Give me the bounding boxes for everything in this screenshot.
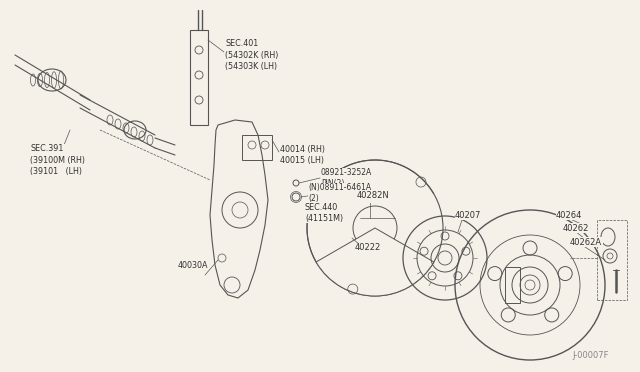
Bar xyxy=(242,135,272,160)
Text: SEC.391
(39100M (RH)
(39101   (LH): SEC.391 (39100M (RH) (39101 (LH) xyxy=(30,144,85,176)
Text: (N)08911-6461A
(2): (N)08911-6461A (2) xyxy=(308,183,371,203)
Text: SEC.401
(54302K (RH)
(54303K (LH): SEC.401 (54302K (RH) (54303K (LH) xyxy=(225,39,278,71)
Bar xyxy=(190,30,208,125)
Text: 40014 (RH)
40015 (LH): 40014 (RH) 40015 (LH) xyxy=(280,145,325,165)
Text: 08921-3252A
PIN(2): 08921-3252A PIN(2) xyxy=(321,168,372,188)
Wedge shape xyxy=(316,228,434,296)
Bar xyxy=(597,220,627,300)
Bar xyxy=(505,267,520,303)
Text: 40207: 40207 xyxy=(455,211,481,219)
Text: 40030A: 40030A xyxy=(178,260,209,269)
Text: 40222: 40222 xyxy=(355,244,381,253)
Text: 40262: 40262 xyxy=(563,224,589,232)
Text: J-00007F: J-00007F xyxy=(572,350,609,359)
Text: 40282N: 40282N xyxy=(357,190,390,199)
Text: 40262A: 40262A xyxy=(570,237,602,247)
Text: SEC.440
(41151M): SEC.440 (41151M) xyxy=(305,203,343,223)
Text: 40264: 40264 xyxy=(556,211,582,219)
